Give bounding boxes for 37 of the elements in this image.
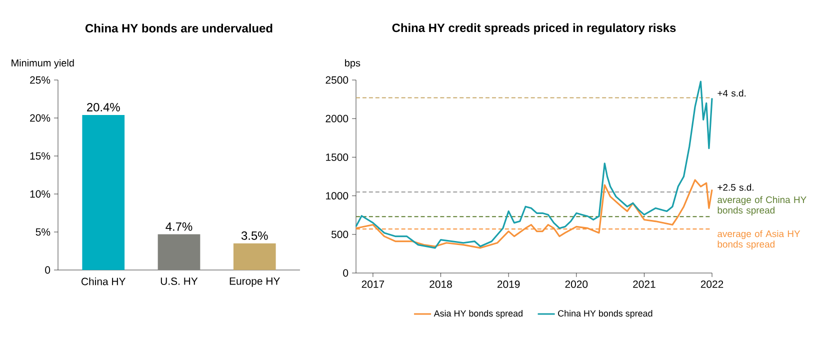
y-axis-title: Minimum yield [12,59,74,68]
x-tick-label: 2018 [430,280,452,288]
x-tick-label: 2019 [497,280,520,288]
data-label: 20.4% [87,102,120,112]
y-tick-label: 15% [30,152,50,160]
ref-line-label: average of Asia HY bonds spread [718,230,800,250]
y-tick-label: 2500 [326,76,348,84]
ref-line-label: average of China HY bonds spread [718,196,806,216]
legend-label: Asia HY bonds spread [434,310,522,318]
y-tick-label: 0 [45,266,50,274]
data-label: 3.5% [241,231,268,240]
ref-line-label: +4 s.d. [718,90,746,97]
ref-line-label: +2.5 s.d. [718,184,754,191]
x-tick-label: China HY [82,278,126,286]
bar [158,234,200,270]
chart-title: China HY bonds are undervalued [85,24,272,32]
y-tick-label: 5% [36,228,50,236]
y-tick-label: 25% [30,76,50,84]
y-tick-label: 1500 [326,154,348,161]
bar [233,243,276,270]
legend-label: China HY bonds spread [558,310,652,318]
y-tick-label: 20% [30,114,50,122]
x-tick-label: 2017 [362,280,384,288]
data-label: 4.7% [166,222,192,231]
y-axis-title: bps [345,59,360,68]
y-tick-label: 0 [343,269,348,277]
y-tick-label: 2000 [326,114,348,122]
y-tick-label: 10% [30,190,50,198]
chart-title: China HY credit spreads priced in regulatory risks [392,23,676,34]
y-tick-label: 1000 [326,192,348,200]
x-tick-label: Europe HY [230,278,280,287]
x-tick-label: U.S. HY [160,278,198,285]
y-tick-label: 500 [331,230,348,238]
x-tick-label: 2021 [633,280,656,288]
x-tick-label: 2022 [700,280,724,288]
x-tick-label: 2020 [565,280,588,288]
bar [82,114,125,270]
